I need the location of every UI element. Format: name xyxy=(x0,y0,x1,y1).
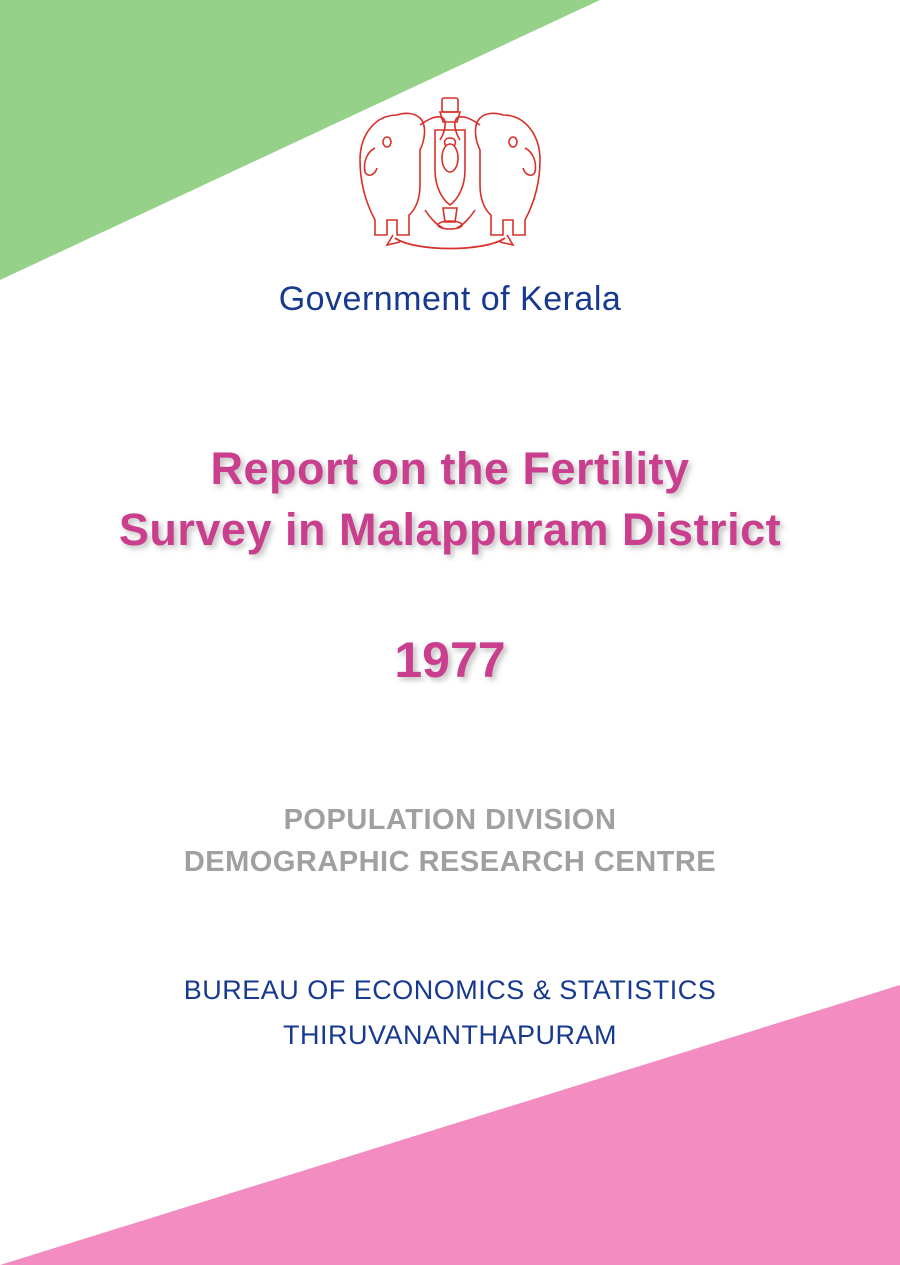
division-block: POPULATION DIVISION DEMOGRAPHIC RESEARCH… xyxy=(184,799,716,883)
bureau-line-2: THIRUVANANTHAPURAM xyxy=(184,1013,717,1059)
report-title-block: Report on the Fertility Survey in Malapp… xyxy=(119,439,781,689)
kerala-emblem-icon xyxy=(325,70,575,270)
bureau-line-1: BUREAU OF ECONOMICS & STATISTICS xyxy=(184,968,717,1014)
division-line-1: POPULATION DIVISION xyxy=(184,799,716,841)
title-line-2: Survey in Malappuram District xyxy=(119,500,781,561)
division-line-2: DEMOGRAPHIC RESEARCH CENTRE xyxy=(184,841,716,883)
page-content: Government of Kerala Report on the Ferti… xyxy=(0,0,900,1265)
title-line-1: Report on the Fertility xyxy=(119,439,781,500)
bureau-block: BUREAU OF ECONOMICS & STATISTICS THIRUVA… xyxy=(184,968,717,1060)
government-label: Government of Kerala xyxy=(279,280,622,319)
report-year: 1977 xyxy=(119,631,781,689)
